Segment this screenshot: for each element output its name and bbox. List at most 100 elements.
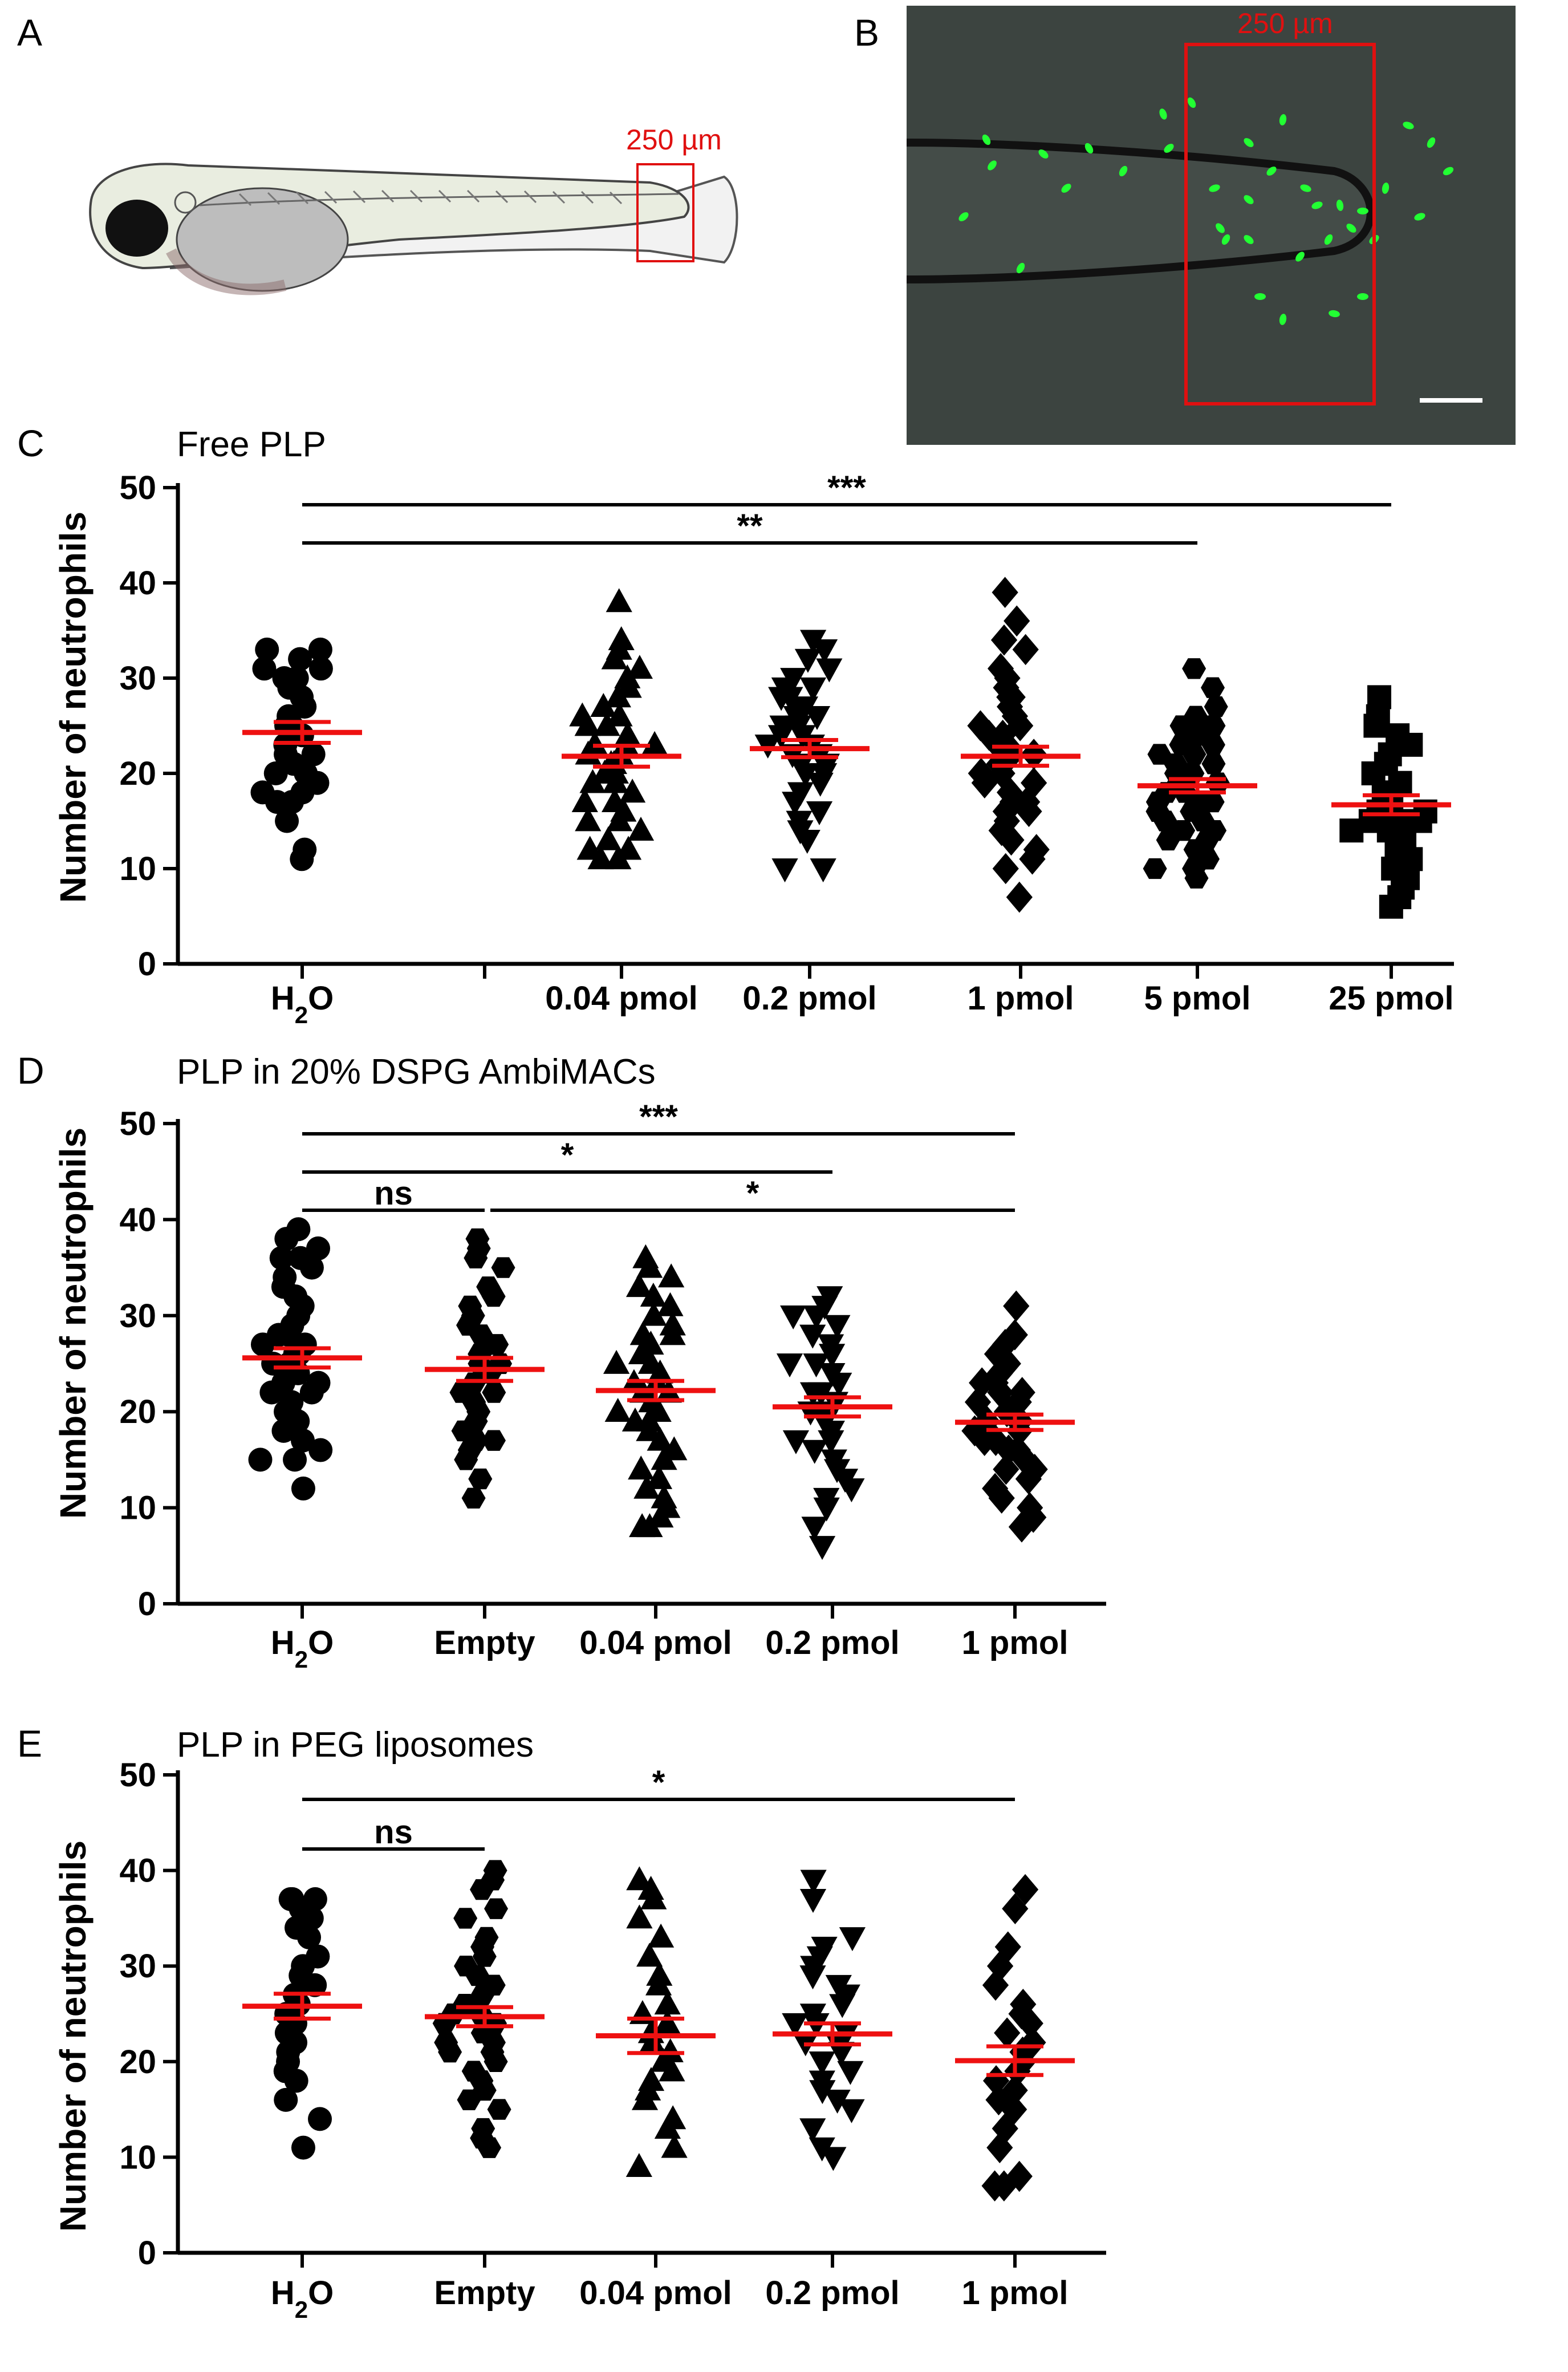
data-point: [1021, 767, 1047, 798]
data-point: [606, 702, 633, 727]
data-point: [1009, 1377, 1035, 1408]
data-point: [767, 725, 795, 749]
y-axis-label: Number of neutrophils: [52, 512, 94, 903]
y-tick-label: 30: [119, 660, 156, 697]
data-point: [621, 1407, 649, 1432]
data-point: [614, 664, 641, 688]
data-point: [1204, 696, 1228, 717]
data-point: [819, 1363, 846, 1387]
data-point: [453, 1994, 477, 2015]
neutrophil-cell: [1427, 137, 1436, 148]
data-point: [571, 788, 598, 812]
data-point: [1201, 734, 1225, 756]
data-point: [491, 1257, 515, 1278]
data-point: [769, 715, 796, 740]
data-point: [590, 692, 617, 717]
data-point: [992, 796, 1019, 828]
data-point: [645, 1465, 673, 1489]
y-tick-label: 40: [119, 565, 156, 602]
data-point: [626, 655, 653, 679]
data-point: [275, 809, 299, 833]
neutrophil-cell: [1346, 224, 1356, 233]
y-tick-label: 0: [138, 946, 156, 983]
larva-drawing: [89, 163, 738, 295]
data-point: [1003, 1290, 1030, 1322]
y-tick-label: 0: [138, 2235, 156, 2272]
data-point: [1008, 1511, 1035, 1543]
data-point: [582, 731, 608, 755]
data-point: [1007, 710, 1034, 741]
data-point: [306, 1944, 330, 1969]
data-point: [1169, 734, 1193, 756]
larva-yolk-shadow: [166, 248, 287, 295]
data-point: [576, 836, 603, 860]
data-point: [809, 2051, 835, 2075]
panel-c: C Free PLP Number of neutrophils 0 10 20 30…: [17, 422, 1454, 1028]
significance-label: *: [561, 1137, 574, 1174]
data-point: [485, 1334, 509, 1355]
panel-c-label: C: [17, 422, 44, 464]
panel-a: A 250 µm: [17, 11, 738, 295]
data-point: [994, 662, 1021, 694]
y-tick-label: 20: [119, 1393, 156, 1430]
data-point: [817, 1286, 843, 1311]
data-point: [660, 2105, 686, 2130]
data-point: [293, 837, 317, 862]
data-point: [1143, 858, 1167, 879]
data-point: [308, 656, 333, 681]
neutrophil-cell: [1244, 195, 1254, 204]
panel-a-label: A: [17, 11, 42, 54]
data-point: [816, 658, 843, 683]
neutrophil-cell: [1311, 201, 1323, 209]
data-point: [269, 1246, 294, 1270]
data-point: [780, 1305, 807, 1329]
data-point: [809, 1536, 836, 1560]
data-point: [837, 2061, 864, 2085]
data-point: [967, 710, 994, 741]
y-tick-label: 30: [119, 1948, 156, 1985]
data-point: [625, 1273, 653, 1297]
data-point: [471, 2118, 495, 2139]
significance-label: *: [746, 1175, 759, 1212]
data-point: [661, 2134, 688, 2158]
data-point: [1006, 881, 1033, 913]
data-point: [278, 1887, 303, 1911]
data-point: [657, 1292, 684, 1316]
data-point: [615, 836, 642, 860]
x-tick-label: 0.2 pmol: [742, 980, 876, 1017]
data-point: [602, 788, 628, 812]
neutrophil-cell: [982, 134, 991, 145]
y-tick-label: 20: [119, 755, 156, 792]
data-point: [996, 777, 1023, 808]
data-point: [810, 858, 836, 883]
x-tick-label: H2O: [271, 980, 334, 1028]
neutrophil-cell: [958, 212, 969, 221]
data-point: [1017, 1492, 1043, 1523]
panel-a-scale-label: 250 µm: [626, 124, 722, 156]
data-point: [824, 2089, 851, 2114]
data-point: [820, 2147, 847, 2171]
data-point: [482, 1382, 506, 1403]
data-point: [606, 588, 632, 613]
data-point: [629, 1321, 656, 1345]
data-point: [640, 1282, 667, 1307]
data-point: [248, 1447, 273, 1472]
data-point: [658, 1263, 685, 1288]
data-point: [984, 1338, 1011, 1370]
data-point: [1205, 772, 1230, 793]
data-point: [273, 1265, 297, 1290]
data-point: [838, 2099, 865, 2123]
data-point: [626, 1866, 653, 1891]
neutrophil-cell: [1016, 262, 1025, 274]
data-point: [283, 1447, 307, 1472]
data-point: [625, 2153, 652, 2178]
data-point: [646, 1961, 673, 1986]
larva-otic: [174, 191, 197, 214]
data-point: [1367, 685, 1392, 709]
data-point: [1023, 834, 1050, 865]
data-point: [476, 1276, 501, 1297]
y-tick-label: 40: [119, 1201, 156, 1238]
neutrophil-cell: [1061, 184, 1071, 193]
neutrophil-cell: [1414, 213, 1425, 221]
neutrophil-cell: [1159, 108, 1167, 120]
